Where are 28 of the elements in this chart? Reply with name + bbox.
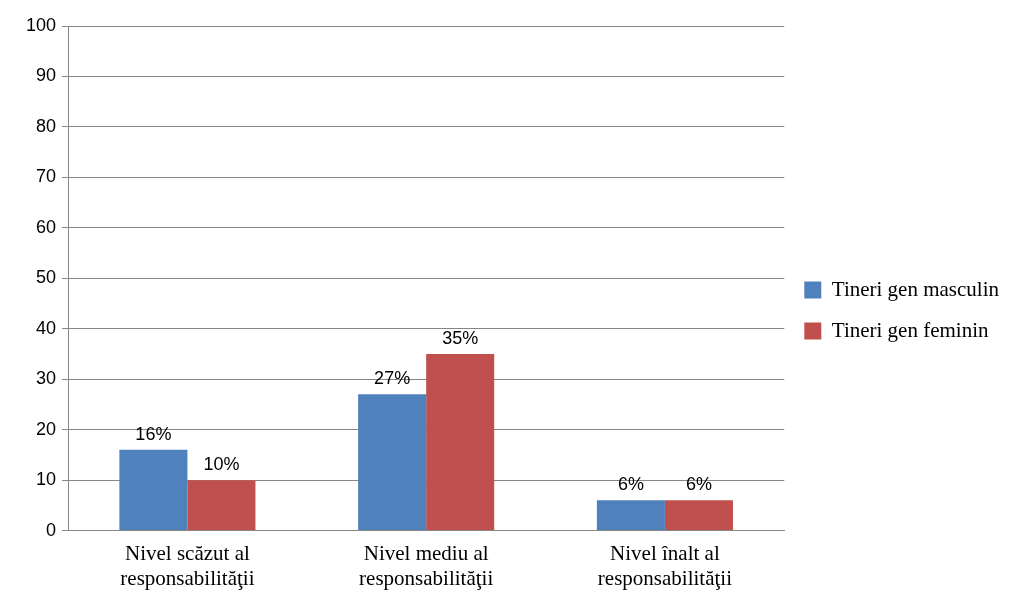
data-label: 6% <box>685 474 712 495</box>
data-label: 10% <box>203 454 240 475</box>
bar <box>664 500 733 531</box>
x-tick-label: Nivel scăzut al responsabilităţii <box>120 540 255 590</box>
y-tick-label: 20 <box>36 418 57 439</box>
data-label: 16% <box>135 423 172 444</box>
data-label: 6% <box>617 474 644 495</box>
y-tick-label: 40 <box>36 317 57 338</box>
legend-label: Tineri gen masculin <box>831 276 1000 301</box>
y-tick-label: 60 <box>36 216 57 237</box>
y-tick-label: 50 <box>36 267 57 288</box>
y-tick-label: 10 <box>36 469 57 490</box>
bar <box>358 394 427 531</box>
bar <box>596 500 665 531</box>
data-label: 35% <box>442 327 479 348</box>
y-tick-label: 0 <box>46 519 57 540</box>
x-tick-label: Nivel înalt al responsabilităţii <box>597 540 733 590</box>
data-label: 27% <box>374 368 411 389</box>
y-tick-label: 80 <box>36 115 57 136</box>
y-tick-label: 70 <box>36 166 57 187</box>
legend-label: Tineri gen feminin <box>831 317 989 342</box>
y-tick-label: 90 <box>36 65 57 86</box>
bar <box>119 449 188 531</box>
y-tick-label: 30 <box>36 368 57 389</box>
y-tick-label: 100 <box>25 14 57 35</box>
bar <box>187 480 256 531</box>
bar <box>426 353 495 531</box>
x-tick-label: Nivel mediu al responsabilităţii <box>359 540 494 590</box>
